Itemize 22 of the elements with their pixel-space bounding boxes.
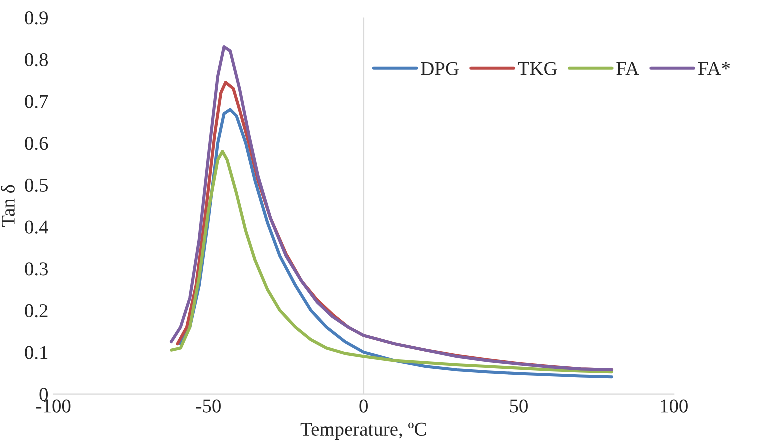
y-tick-label: 0.8 xyxy=(25,53,48,67)
legend-label: FA* xyxy=(698,62,730,76)
x-tick-label: 0 xyxy=(360,400,368,413)
x-axis-title: Temperature, ºC xyxy=(300,422,426,440)
x-tick-label: 100 xyxy=(661,400,688,413)
y-tick-label: 0.1 xyxy=(25,346,48,360)
x-tick-label: 50 xyxy=(510,400,528,413)
legend-label: FA xyxy=(616,62,640,76)
y-tick-label: 0.6 xyxy=(25,137,48,150)
x-tick-label: -100 xyxy=(36,400,71,413)
y-axis-title: Tan δ xyxy=(1,185,15,228)
y-tick-label: 0.2 xyxy=(25,304,48,318)
y-tick-label: 0 xyxy=(40,388,48,402)
legend-label: DPG xyxy=(421,62,459,76)
line-series xyxy=(170,150,614,374)
y-tick-label: 0.9 xyxy=(25,12,48,25)
y-tick-label: 0.7 xyxy=(25,95,48,108)
y-tick-label: 0.5 xyxy=(25,178,48,192)
y-tick-label: 0.4 xyxy=(25,220,48,234)
y-tick-label: 0.3 xyxy=(25,262,48,276)
legend-label: TKG xyxy=(518,62,558,76)
x-tick-label: -50 xyxy=(196,400,221,413)
